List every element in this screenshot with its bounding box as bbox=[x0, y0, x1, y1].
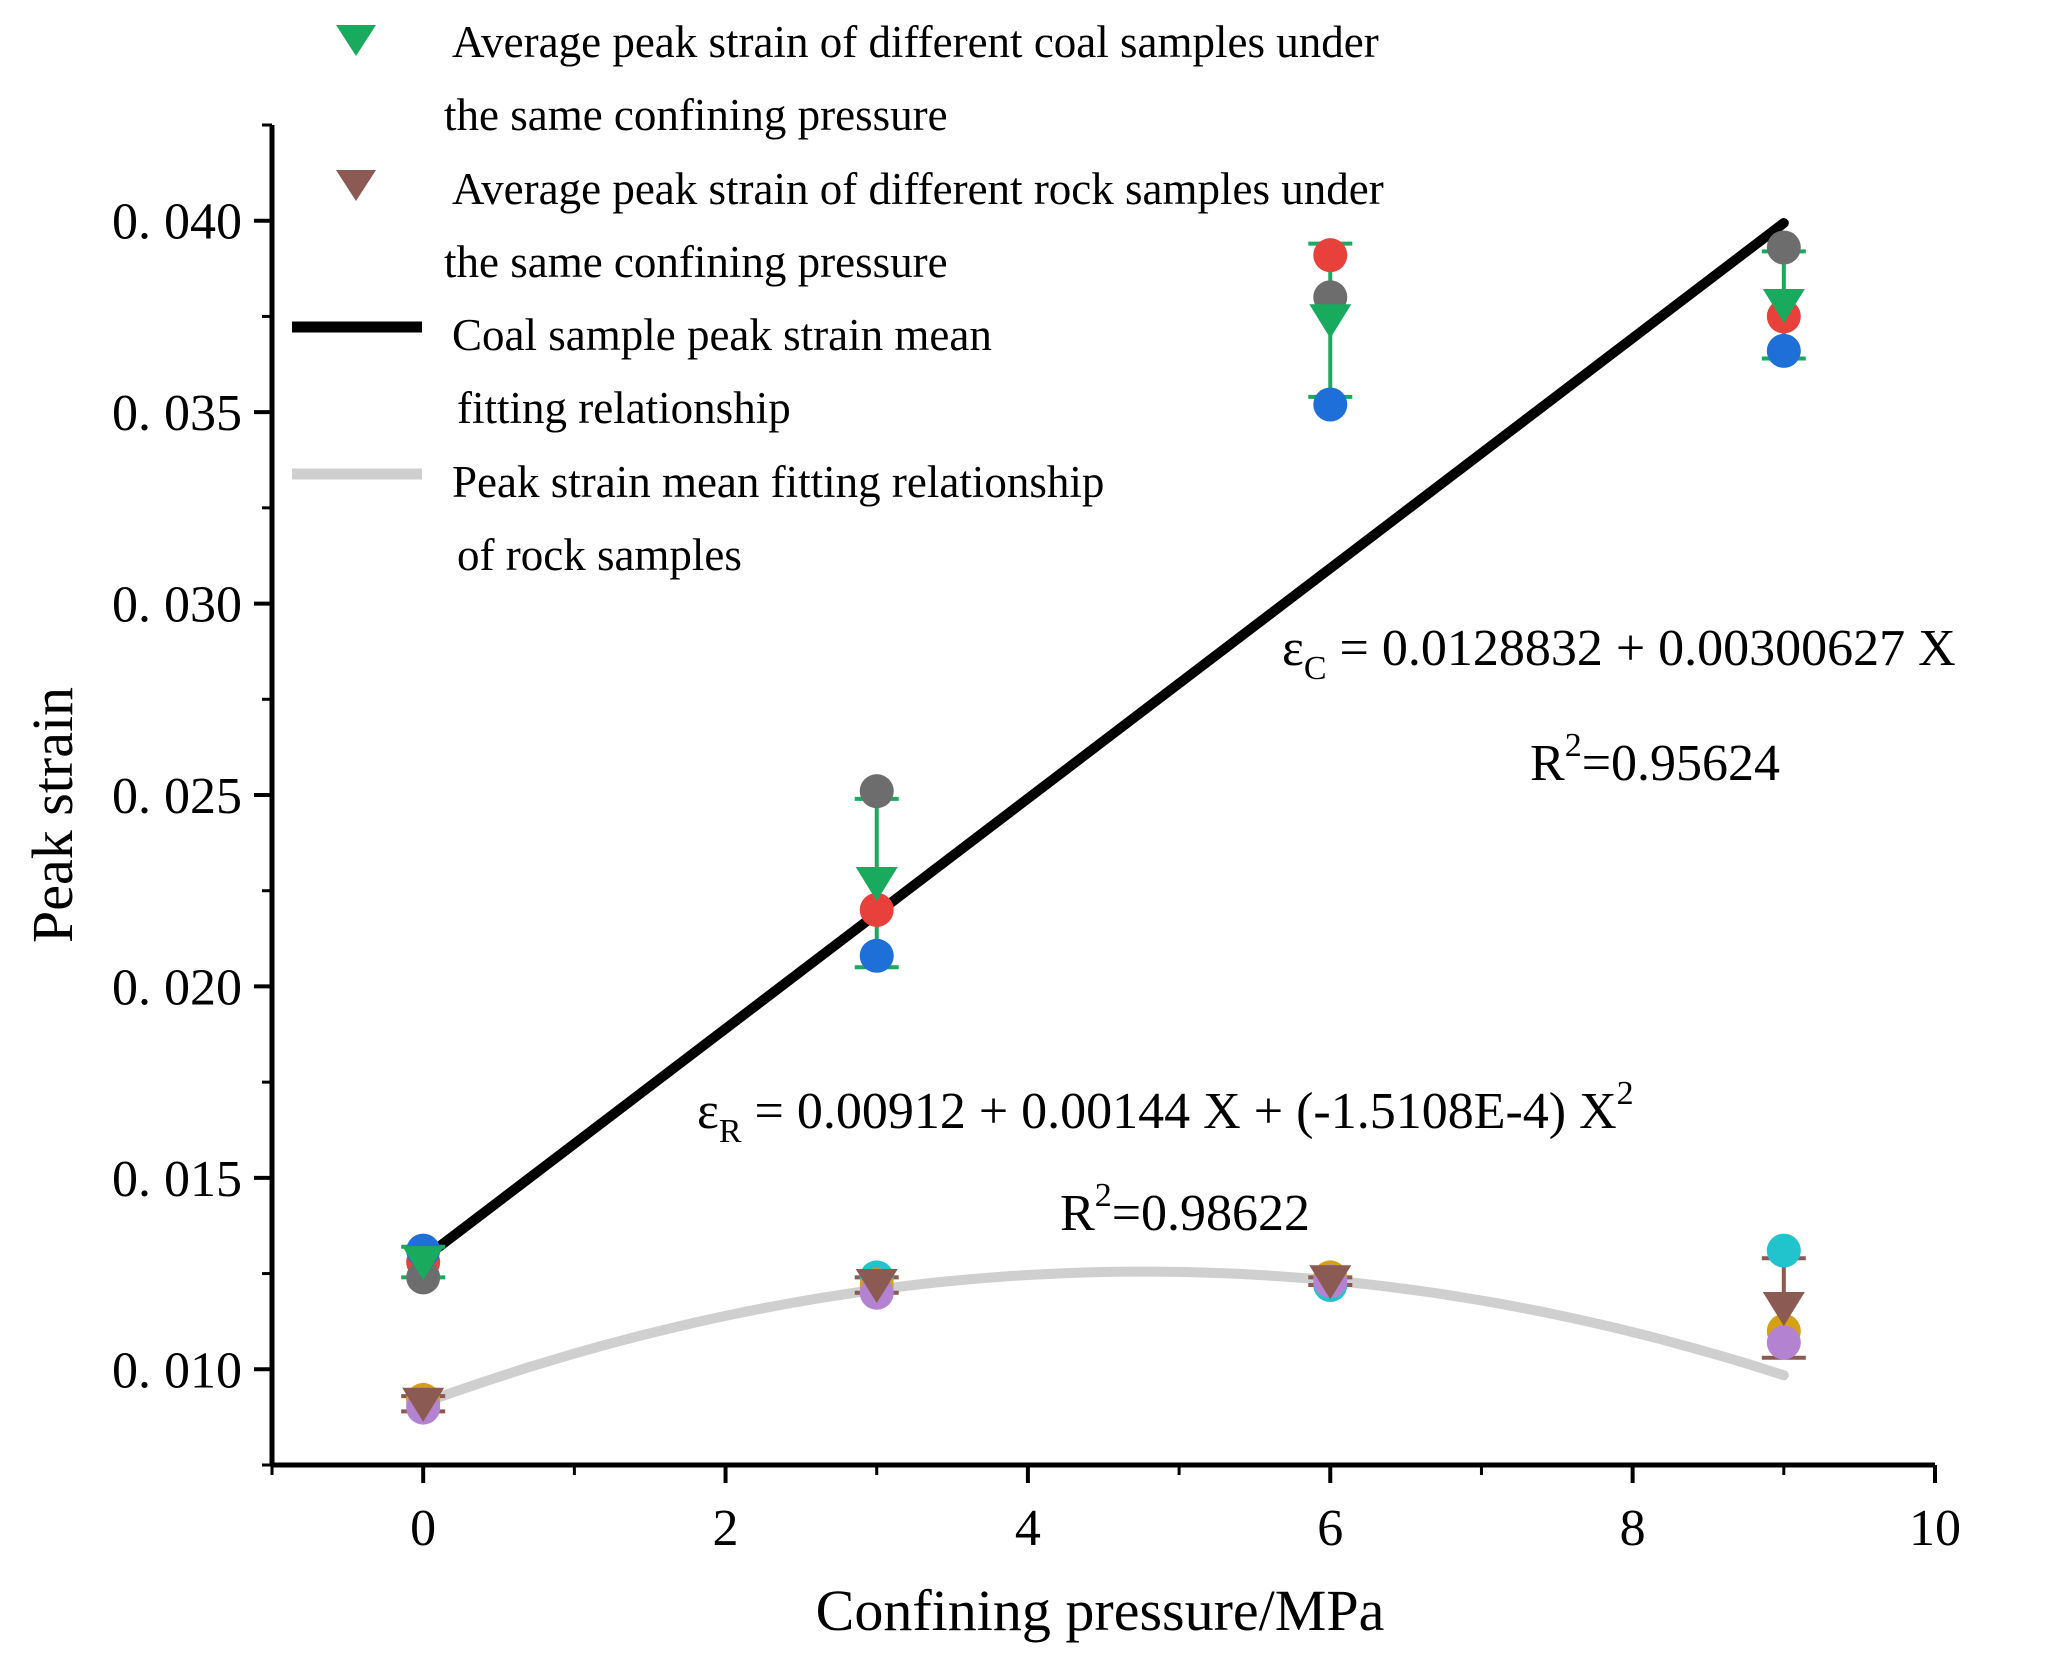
y-tick-label-4: 0. 030 bbox=[112, 577, 242, 634]
legend-rock-fit-label-line1: Peak strain mean fitting relationship bbox=[452, 457, 1104, 507]
x-tick-label-1: 2 bbox=[713, 1500, 739, 1557]
coal-r2-prefix: R bbox=[1530, 735, 1565, 792]
y-axis-title: Peak strain bbox=[20, 687, 85, 943]
coal-equation: εC = 0.0128832 + 0.00300627 X R2=0.95624 bbox=[1282, 620, 1956, 792]
y-tick-label-6: 0. 040 bbox=[112, 194, 242, 251]
x-tick-label-5: 10 bbox=[1909, 1500, 1961, 1557]
coal-red-point-2 bbox=[1313, 238, 1348, 273]
x-axis-title: Confining pressure/MPa bbox=[816, 1578, 1385, 1643]
legend-coal-mean-marker bbox=[336, 25, 376, 56]
x-tick-label-2: 4 bbox=[1015, 1500, 1041, 1557]
ticks: 0 2 4 6 8 10 0. 010 0. 015 0. 020 0. 025 0. 030 0. … bbox=[112, 123, 1961, 1557]
rock-r2-value: =0.98622 bbox=[1112, 1185, 1310, 1242]
rock-r2-text: R2=0.98622 bbox=[1060, 1177, 1310, 1242]
rock-cyan-point-3 bbox=[1766, 1233, 1801, 1268]
coal-gray-point-1 bbox=[859, 774, 894, 809]
coal-eq-rest: = 0.0128832 + 0.00300627 X bbox=[1327, 620, 1956, 677]
coal-mean-marker-2 bbox=[1309, 304, 1352, 339]
legend-coal-mean-label-line1: Average peak strain of different coal sa… bbox=[452, 17, 1379, 67]
legend-rock-fit-label-line2: of rock samples bbox=[457, 530, 742, 580]
coal-blue-point-1 bbox=[859, 938, 894, 973]
rock-mean-marker-2 bbox=[1309, 1265, 1352, 1300]
legend-rock-mean-label-line1: Average peak strain of different rock sa… bbox=[452, 164, 1384, 214]
coal-mean-marker-3 bbox=[1762, 288, 1805, 323]
rock-eq-sup: 2 bbox=[1617, 1075, 1634, 1112]
coal-r2-text: R2=0.95624 bbox=[1530, 727, 1780, 792]
x-tick-label-4: 8 bbox=[1620, 1500, 1646, 1557]
legend-rock-mean-label-line2: the same confining pressure bbox=[444, 237, 948, 287]
rock-mean-marker-1 bbox=[855, 1269, 898, 1304]
x-tick-label-3: 6 bbox=[1317, 1500, 1343, 1557]
legend: Average peak strain of different coal sa… bbox=[292, 17, 1384, 580]
y-tick-label-5: 0. 035 bbox=[112, 385, 242, 442]
coal-mean-marker-1 bbox=[855, 867, 898, 902]
coal-mean-marker-0 bbox=[402, 1246, 445, 1281]
coal-r2-value: =0.95624 bbox=[1582, 735, 1780, 792]
rock-eq-rest: = 0.00912 + 0.00144 X + (-1.5108E-4) X bbox=[742, 1083, 1617, 1140]
rock-equation-text: εR = 0.00912 + 0.00144 X + (-1.5108E-4) … bbox=[697, 1075, 1634, 1150]
y-tick-label-0: 0. 010 bbox=[112, 1342, 242, 1399]
rock-equation: εR = 0.00912 + 0.00144 X + (-1.5108E-4) … bbox=[697, 1075, 1634, 1242]
y-tick-label-1: 0. 015 bbox=[112, 1151, 242, 1208]
coal-eq-sub: C bbox=[1304, 650, 1327, 687]
rock-fit-curve bbox=[418, 1266, 1789, 1408]
rock-r2-sup: 2 bbox=[1095, 1177, 1112, 1214]
coal-blue-point-3 bbox=[1766, 333, 1801, 368]
coal-blue-point-2 bbox=[1313, 387, 1348, 422]
rock-eq-sub: R bbox=[719, 1113, 742, 1150]
legend-rock-mean-marker bbox=[336, 170, 376, 201]
coal-equation-text: εC = 0.0128832 + 0.00300627 X bbox=[1282, 620, 1956, 687]
rock-mean-marker-0 bbox=[402, 1387, 445, 1422]
y-tick-label-3: 0. 025 bbox=[112, 768, 242, 825]
coal-eq-symbol: ε bbox=[1282, 620, 1304, 677]
coal-red-point-1 bbox=[859, 892, 894, 927]
legend-coal-fit-label-line2: fitting relationship bbox=[457, 383, 791, 433]
coal-r2-sup: 2 bbox=[1565, 727, 1582, 764]
rock-r2-prefix: R bbox=[1060, 1185, 1095, 1242]
coal-fit-line bbox=[418, 218, 1789, 1264]
coal-gray-point-3 bbox=[1766, 230, 1801, 265]
fit-lines bbox=[418, 218, 1789, 1408]
mean-markers bbox=[402, 288, 1805, 1422]
legend-coal-mean-label-line2: the same confining pressure bbox=[444, 90, 948, 140]
rock-purple-point-3 bbox=[1766, 1325, 1801, 1360]
legend-coal-fit-label-line1: Coal sample peak strain mean bbox=[452, 310, 992, 360]
y-tick-label-2: 0. 020 bbox=[112, 959, 242, 1016]
rock-eq-symbol: ε bbox=[697, 1083, 719, 1140]
x-tick-label-0: 0 bbox=[410, 1500, 436, 1557]
rock-mean-marker-3 bbox=[1762, 1292, 1805, 1327]
